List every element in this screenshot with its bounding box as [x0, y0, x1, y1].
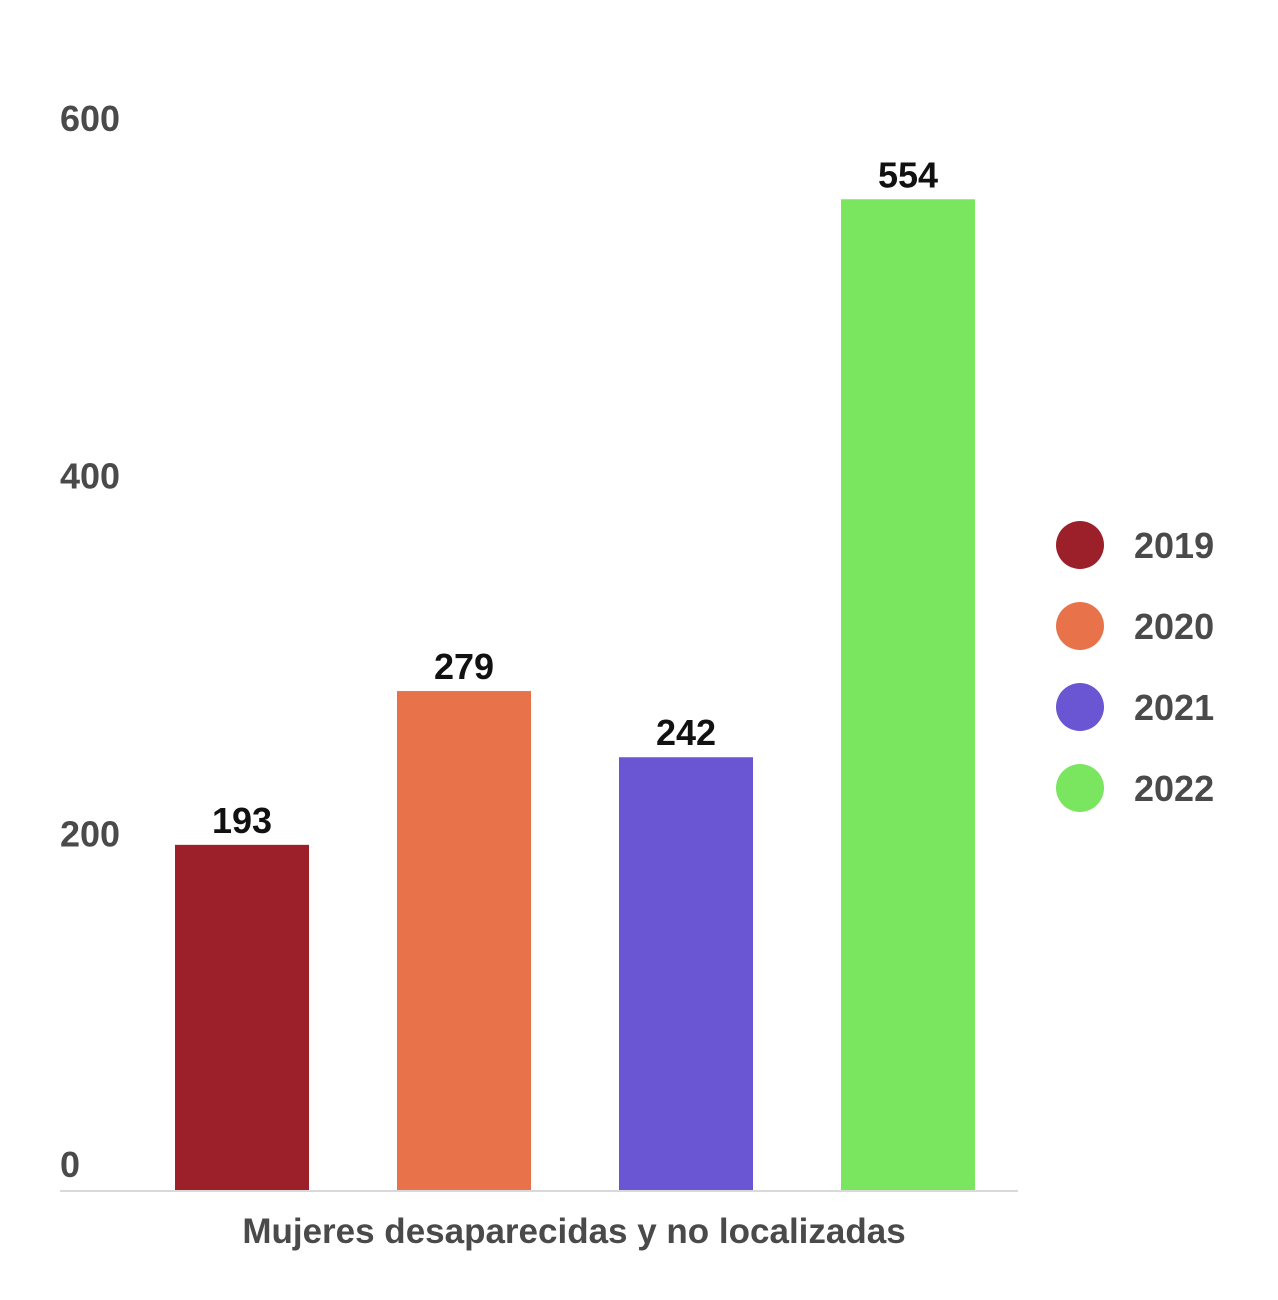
data-label-2021: 242	[656, 712, 716, 753]
y-tick-label-600: 600	[60, 98, 120, 139]
bar-2019	[175, 844, 309, 1190]
bar-2021	[619, 757, 753, 1190]
y-axis-ticks: 0 200 400 600	[60, 98, 120, 1185]
legend-swatch-2022	[1056, 764, 1104, 812]
legend: 2019 2020 2021 2022	[1056, 521, 1214, 812]
legend-label-2020: 2020	[1134, 606, 1214, 647]
data-label-2019: 193	[212, 800, 272, 841]
legend-swatch-2020	[1056, 602, 1104, 650]
x-axis-label: Mujeres desaparecidas y no localizadas	[242, 1212, 905, 1251]
legend-swatch-2021	[1056, 683, 1104, 731]
data-label-2022: 554	[878, 154, 938, 195]
bar-2020	[397, 691, 531, 1190]
data-labels: 193 279 242 554	[212, 154, 938, 841]
legend-label-2019: 2019	[1134, 525, 1214, 566]
y-tick-label-400: 400	[60, 456, 120, 497]
y-tick-label-200: 200	[60, 813, 120, 854]
legend-label-2022: 2022	[1134, 768, 1214, 809]
y-tick-label-0: 0	[60, 1144, 80, 1185]
data-label-2020: 279	[434, 646, 494, 687]
bar-2022	[841, 199, 975, 1190]
legend-swatch-2019	[1056, 521, 1104, 569]
bars	[175, 199, 975, 1190]
legend-label-2021: 2021	[1134, 687, 1214, 728]
